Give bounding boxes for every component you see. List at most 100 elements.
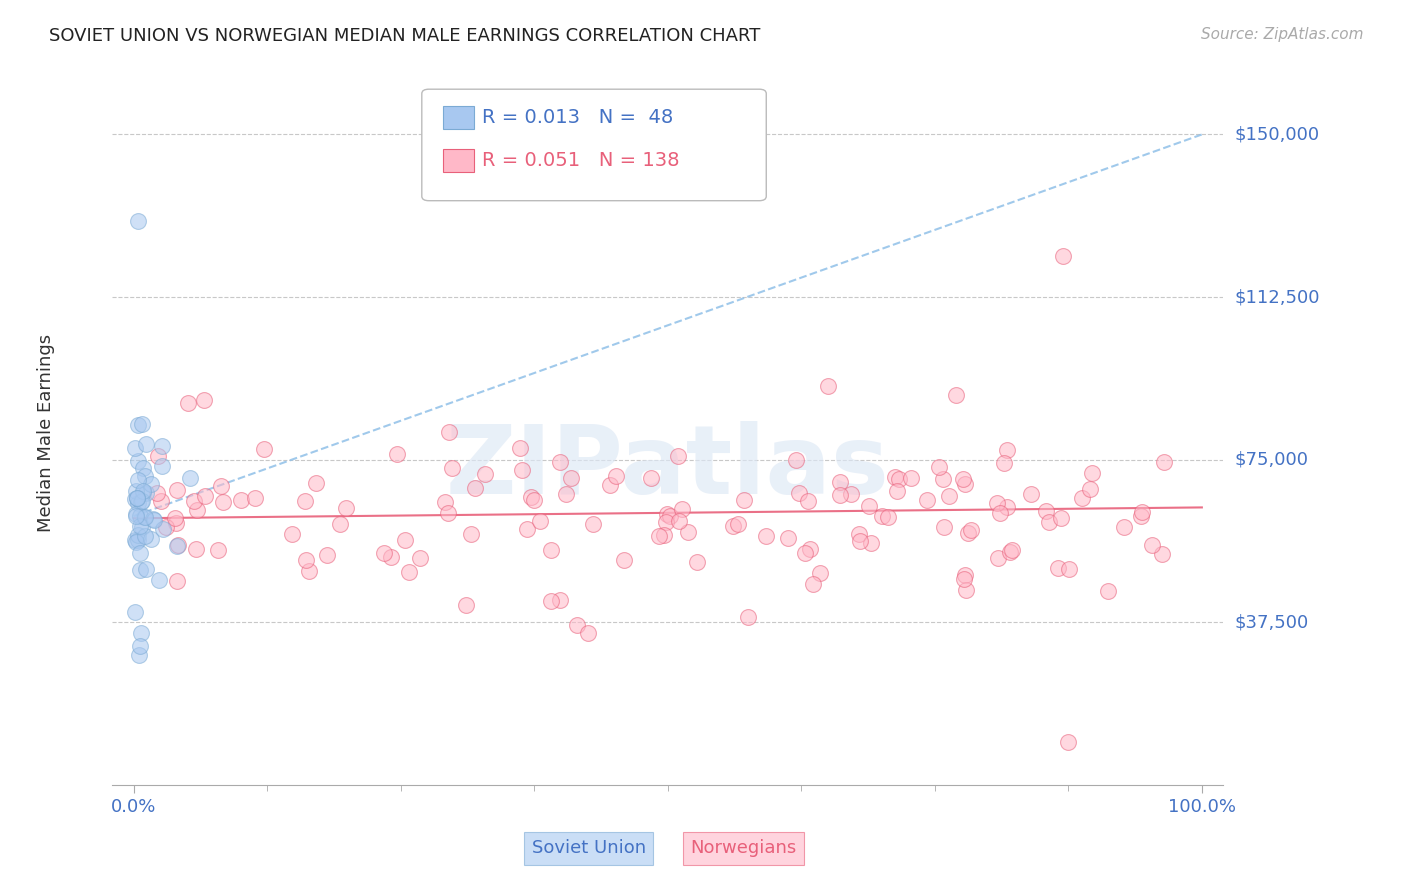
Point bbox=[128, 518, 150, 533]
Text: $112,500: $112,500 bbox=[1234, 288, 1320, 306]
Point bbox=[294, 493, 316, 508]
Point bbox=[870, 508, 893, 523]
Point bbox=[186, 542, 208, 557]
Point bbox=[953, 567, 976, 582]
Text: ZIPatlas: ZIPatlas bbox=[446, 421, 890, 515]
Point bbox=[124, 533, 146, 547]
Point bbox=[998, 545, 1021, 559]
Point bbox=[785, 452, 807, 467]
Point bbox=[127, 473, 149, 487]
Point bbox=[183, 493, 205, 508]
Point bbox=[131, 520, 153, 534]
Point bbox=[686, 555, 709, 569]
Point bbox=[859, 536, 882, 550]
Point bbox=[132, 483, 155, 498]
Point bbox=[793, 546, 815, 560]
Point bbox=[955, 582, 977, 597]
Point bbox=[1057, 734, 1080, 748]
Point bbox=[209, 479, 232, 493]
Point bbox=[129, 495, 152, 509]
Point bbox=[131, 626, 153, 640]
Point bbox=[1130, 508, 1153, 523]
Point bbox=[1038, 515, 1060, 529]
Point bbox=[1142, 538, 1164, 552]
Point bbox=[1052, 249, 1074, 263]
Text: $150,000: $150,000 bbox=[1234, 126, 1319, 144]
Point bbox=[801, 577, 824, 591]
Point bbox=[135, 437, 157, 451]
Point bbox=[523, 493, 546, 508]
Point bbox=[668, 514, 690, 528]
Point bbox=[127, 454, 149, 468]
Point bbox=[142, 513, 165, 527]
Point bbox=[315, 548, 337, 562]
Point bbox=[560, 470, 582, 484]
Point bbox=[141, 477, 163, 491]
Point bbox=[298, 564, 321, 578]
Point bbox=[671, 502, 693, 516]
Point bbox=[179, 471, 201, 485]
Point bbox=[132, 510, 155, 524]
Text: Source: ZipAtlas.com: Source: ZipAtlas.com bbox=[1201, 27, 1364, 42]
Point bbox=[987, 551, 1010, 566]
Point bbox=[993, 456, 1015, 470]
Point bbox=[886, 484, 908, 499]
Point bbox=[576, 626, 599, 640]
Point bbox=[956, 525, 979, 540]
Point bbox=[150, 493, 173, 508]
Point bbox=[828, 487, 851, 501]
Point bbox=[152, 522, 174, 536]
Point bbox=[605, 469, 627, 483]
Point bbox=[938, 489, 960, 503]
Point bbox=[193, 489, 215, 503]
Point bbox=[654, 515, 676, 529]
Point bbox=[830, 475, 852, 489]
Point bbox=[1078, 482, 1101, 496]
Point bbox=[876, 509, 898, 524]
Point bbox=[387, 447, 409, 461]
Point bbox=[439, 425, 461, 439]
Point bbox=[1097, 584, 1119, 599]
Point bbox=[253, 442, 276, 456]
Point bbox=[540, 594, 562, 608]
Text: Median Male Earnings: Median Male Earnings bbox=[37, 334, 55, 532]
Point bbox=[335, 501, 357, 516]
Point bbox=[305, 475, 328, 490]
Point bbox=[124, 508, 146, 523]
Point bbox=[212, 495, 235, 509]
Point bbox=[127, 528, 149, 542]
Point bbox=[737, 610, 759, 624]
Point bbox=[380, 550, 402, 565]
Point bbox=[186, 503, 208, 517]
Point bbox=[127, 495, 149, 509]
Point bbox=[135, 485, 157, 500]
Point bbox=[125, 491, 148, 506]
Point bbox=[849, 533, 872, 548]
Point bbox=[134, 468, 156, 483]
Point bbox=[516, 523, 538, 537]
Point bbox=[1153, 455, 1175, 469]
Point bbox=[733, 492, 755, 507]
Point bbox=[134, 562, 156, 576]
Point bbox=[146, 486, 169, 500]
Point bbox=[329, 516, 352, 531]
Point bbox=[652, 527, 675, 541]
Point bbox=[125, 491, 148, 505]
Point bbox=[657, 507, 679, 521]
Point bbox=[640, 471, 662, 485]
Point bbox=[474, 467, 496, 481]
Point bbox=[932, 472, 955, 486]
Point bbox=[373, 546, 395, 560]
Point bbox=[148, 573, 170, 587]
Point bbox=[666, 450, 689, 464]
Point bbox=[134, 529, 156, 543]
Point bbox=[565, 617, 588, 632]
Point bbox=[127, 418, 149, 433]
Point bbox=[394, 533, 416, 548]
Text: Norwegians: Norwegians bbox=[690, 839, 796, 857]
Point bbox=[988, 506, 1011, 520]
Point bbox=[163, 510, 186, 524]
Text: R = 0.051   N = 138: R = 0.051 N = 138 bbox=[482, 151, 679, 170]
Point bbox=[1046, 560, 1069, 574]
Point bbox=[915, 493, 938, 508]
